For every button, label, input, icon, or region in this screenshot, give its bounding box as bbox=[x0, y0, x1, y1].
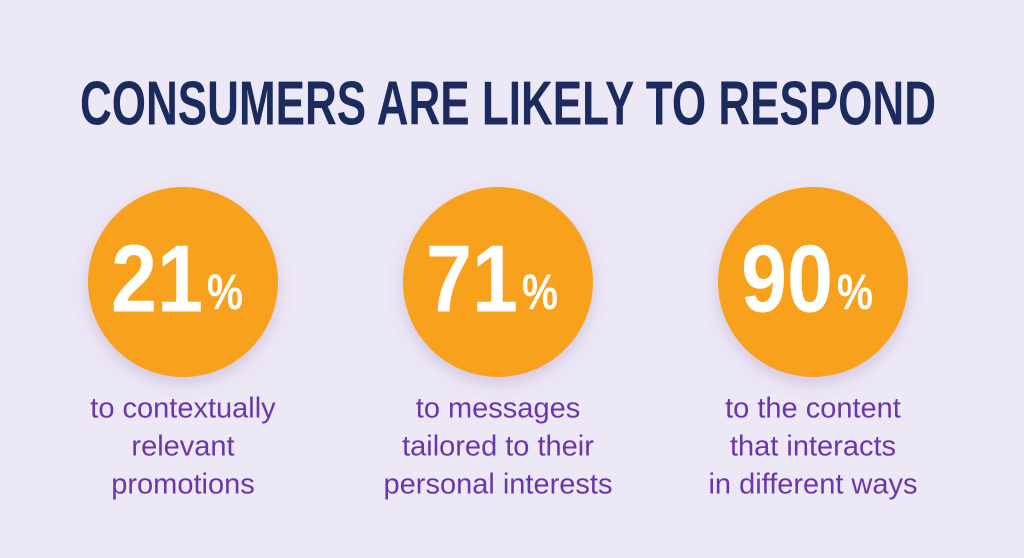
stat-circle bbox=[88, 187, 278, 377]
stat-unit: % bbox=[207, 264, 243, 320]
stat-description: promotions bbox=[111, 469, 254, 501]
stat-description: that interacts bbox=[730, 431, 896, 463]
stat-description: to contextually bbox=[90, 393, 276, 425]
stat-number: 21 bbox=[111, 225, 203, 332]
stat-number: 90 bbox=[741, 225, 833, 332]
title: CONSUMERS ARE LIKELY TO RESPOND bbox=[80, 69, 936, 138]
stat-description: relevant bbox=[131, 431, 234, 463]
stat-unit: % bbox=[837, 264, 873, 320]
stat-description: to messages bbox=[416, 393, 580, 425]
stat-description: in different ways bbox=[708, 469, 917, 501]
stat-unit: % bbox=[522, 264, 558, 320]
stat-circle bbox=[403, 187, 593, 377]
stat-description: to the content bbox=[725, 393, 901, 425]
stat-number: 71 bbox=[426, 225, 518, 332]
stat-description: personal interests bbox=[384, 469, 613, 501]
stat-circle bbox=[718, 187, 908, 377]
stat-description: tailored to their bbox=[402, 431, 594, 463]
